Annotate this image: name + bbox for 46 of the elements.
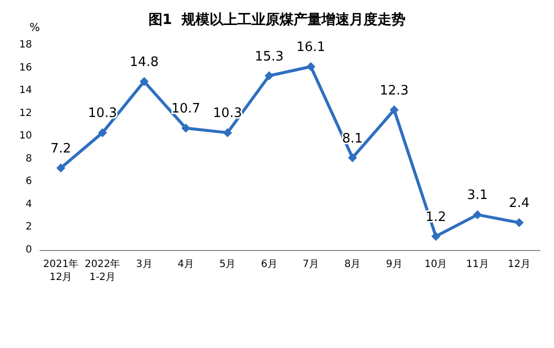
y-tick-label: 16 bbox=[19, 62, 32, 74]
point bbox=[181, 124, 190, 133]
y-tick-label: 12 bbox=[19, 108, 32, 119]
y-tick-label: 2 bbox=[26, 222, 32, 233]
data-label: 3.1 bbox=[467, 188, 488, 204]
x-tick-label: 5月 bbox=[219, 259, 236, 270]
data-label: 10.3 bbox=[213, 106, 242, 122]
y-tick-label: 14 bbox=[19, 85, 32, 96]
point bbox=[56, 164, 66, 172]
x-tick-label: 11月 bbox=[466, 259, 489, 270]
y-tick-label: 0 bbox=[26, 244, 32, 256]
data-label: 2.4 bbox=[508, 196, 530, 212]
data-label: 10.3 bbox=[88, 106, 117, 122]
point bbox=[473, 210, 482, 220]
chart-title: 图1 规模以上工业原煤产量增速月度走势 bbox=[148, 11, 406, 28]
x-tick-label: 6月 bbox=[260, 259, 278, 270]
x-tick-label: 9月 bbox=[386, 259, 402, 270]
x-tick-label: 8月 bbox=[344, 259, 361, 270]
x-tick-label: 12月 bbox=[508, 259, 531, 270]
point bbox=[140, 76, 149, 86]
x-tick-label: 7月 bbox=[302, 259, 320, 270]
point bbox=[431, 232, 440, 241]
data-label: 14.8 bbox=[130, 54, 159, 70]
x-tick-label: 2021年 12月 bbox=[43, 258, 79, 283]
x-tick-label: 3月 bbox=[136, 259, 152, 270]
point bbox=[306, 62, 316, 72]
point bbox=[348, 153, 357, 162]
data-label: 15.3 bbox=[254, 49, 284, 64]
y-tick-label: 8 bbox=[26, 153, 32, 164]
y-tick-label: 6 bbox=[26, 176, 32, 188]
point bbox=[223, 128, 232, 138]
point bbox=[264, 71, 274, 80]
x-tick-label: 10月 bbox=[424, 259, 448, 270]
x-tick-label: 2022年 1-2月 bbox=[84, 258, 120, 283]
y-tick-label: 18 bbox=[19, 40, 32, 50]
x-tick-label: 4月 bbox=[178, 259, 194, 270]
data-label: 12.3 bbox=[380, 83, 409, 98]
point bbox=[390, 105, 399, 114]
point bbox=[98, 128, 107, 138]
data-label: 7.2 bbox=[50, 142, 72, 156]
data-label: 10.7 bbox=[171, 102, 200, 117]
y-axis-title: % bbox=[30, 21, 40, 34]
y-tick-label: 4 bbox=[26, 198, 32, 210]
y-tick-label: 10 bbox=[19, 130, 32, 142]
data-label: 16.1 bbox=[296, 40, 326, 56]
point bbox=[514, 218, 524, 228]
